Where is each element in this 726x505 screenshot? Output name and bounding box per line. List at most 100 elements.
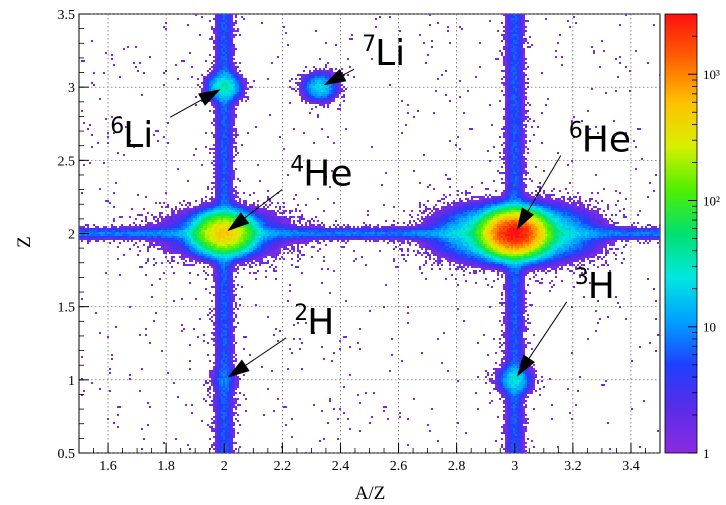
histogram-cell [437,222,439,224]
histogram-cell [149,56,151,58]
histogram-cell [551,212,553,214]
histogram-cell [221,224,223,226]
histogram-cell [221,134,223,136]
histogram-cell [221,150,223,152]
histogram-cell [313,142,315,144]
histogram-cell [513,64,515,66]
histogram-cell [271,222,273,224]
histogram-cell [195,200,197,202]
histogram-cell [207,86,209,88]
histogram-cell [445,224,447,226]
histogram-cell [221,130,223,132]
histogram-cell [221,156,223,158]
histogram-cell [525,170,527,172]
histogram-cell [133,62,135,64]
histogram-cell [133,222,135,224]
histogram-cell [225,202,227,204]
histogram-cell [229,66,231,68]
histogram-cell [515,66,517,68]
histogram-cell [511,28,513,30]
histogram-cell [535,222,537,224]
histogram-cell [227,62,229,64]
histogram-cell [517,42,519,44]
histogram-cell [503,132,505,134]
histogram-cell [579,216,581,218]
histogram-cell [505,88,507,90]
histogram-cell [323,94,325,96]
histogram-cell [333,92,335,94]
histogram-cell [257,208,259,210]
histogram-cell [509,18,511,20]
histogram-cell [233,174,235,176]
histogram-cell [507,130,509,132]
histogram-cell [191,214,193,216]
histogram-cell [571,216,573,218]
histogram-cell [223,148,225,150]
histogram-cell [517,114,519,116]
histogram-cell [505,186,507,188]
histogram-cell [581,216,583,218]
histogram-cell [319,224,321,226]
histogram-cell [233,54,235,56]
histogram-cell [421,216,423,218]
histogram-cell [509,130,511,132]
histogram-cell [441,222,443,224]
histogram-cell [507,112,509,114]
histogram-cell [213,156,215,158]
histogram-cell [211,208,213,210]
histogram-cell [507,120,509,122]
histogram-cell [311,74,313,76]
histogram-cell [321,70,323,72]
histogram-cell [473,206,475,208]
histogram-cell [435,90,437,92]
histogram-cell [511,168,513,170]
histogram-cell [511,154,513,156]
histogram-cell [527,116,529,118]
histogram-cell [81,110,83,112]
histogram-cell [211,76,213,78]
histogram-cell [237,74,239,76]
histogram-cell [515,208,517,210]
histogram-cell [505,162,507,164]
histogram-cell [219,48,221,50]
histogram-cell [513,28,515,30]
histogram-cell [289,210,291,212]
histogram-cell [447,220,449,222]
histogram-cell [541,212,543,214]
histogram-cell [507,140,509,142]
histogram-cell [169,216,171,218]
histogram-cell [231,30,233,32]
histogram-cell [487,220,489,222]
histogram-cell [507,100,509,102]
histogram-cell [571,122,573,124]
histogram-cell [215,22,217,24]
histogram-cell [217,122,219,124]
histogram-cell [511,44,513,46]
histogram-cell [195,148,197,150]
histogram-cell [227,58,229,60]
histogram-cell [471,212,473,214]
histogram-cell [227,68,229,70]
histogram-cell [221,98,223,100]
histogram-cell [231,84,233,86]
histogram-cell [493,200,495,202]
histogram-cell [519,182,521,184]
histogram-cell [513,186,515,188]
histogram-cell [189,52,191,54]
histogram-cell [183,208,185,210]
histogram-cell [235,216,237,218]
histogram-cell [221,14,223,16]
histogram-cell [227,36,229,38]
histogram-cell [201,222,203,224]
histogram-cell [333,100,335,102]
histogram-cell [241,16,243,18]
histogram-cell [233,160,235,162]
histogram-cell [481,206,483,208]
histogram-cell [653,24,655,26]
histogram-cell [519,96,521,98]
histogram-cell [277,224,279,226]
histogram-cell [225,208,227,210]
histogram-cell [479,208,481,210]
histogram-cell [129,140,131,142]
histogram-cell [235,114,237,116]
